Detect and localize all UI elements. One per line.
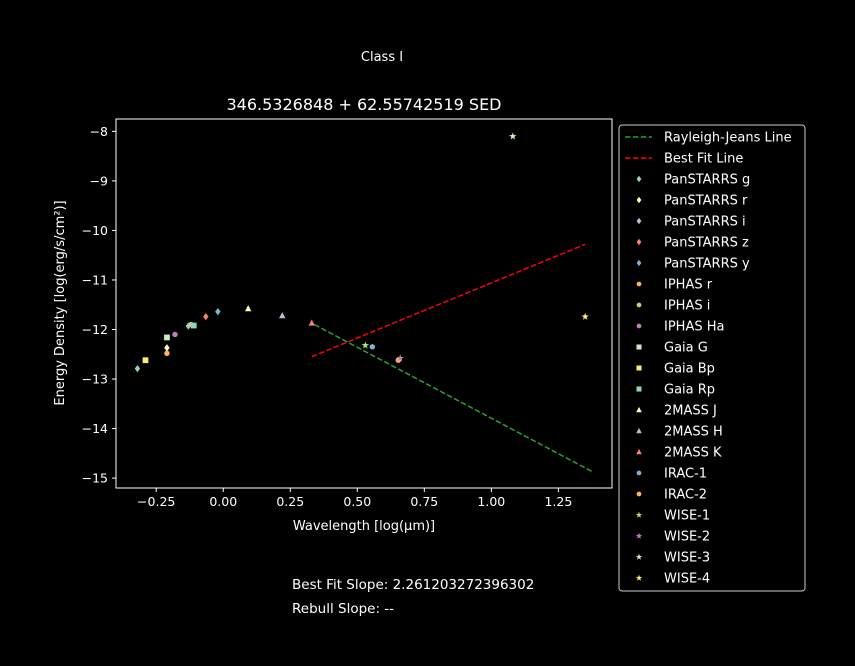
x-tick-label: 0.00 xyxy=(209,494,237,509)
x-tick-label: 1.00 xyxy=(477,494,505,509)
panstarrs-r-point xyxy=(164,344,170,352)
x-tick-label: 0.75 xyxy=(410,494,438,509)
y-tick-label: −8 xyxy=(90,124,108,139)
x-tick-label: −0.25 xyxy=(137,494,175,509)
best-fit-line xyxy=(311,243,586,358)
legend-label-2mass-h: 2MASS H xyxy=(664,425,723,440)
legend-label-wise-3: WISE-3 xyxy=(664,551,710,566)
legend-swatch-panstarrs-i xyxy=(636,217,642,225)
legend-label-irac-1: IRAC-1 xyxy=(664,467,707,482)
legend-label-wise-4: WISE-4 xyxy=(664,572,710,587)
legend-label-gaia-g: Gaia G xyxy=(664,341,708,356)
plot-frame xyxy=(115,118,613,489)
chart-title: 346.5326848 + 62.55742519 SED xyxy=(226,95,501,114)
legend-swatch-panstarrs-z xyxy=(636,238,642,246)
legend-label-wise-2: WISE-2 xyxy=(664,530,710,545)
legend-label-best-fit-line: Best Fit Line xyxy=(664,152,743,167)
legend-label-panstarrs-g: PanSTARRS g xyxy=(664,173,750,188)
2mass-h-point xyxy=(279,312,286,319)
legend-swatch-panstarrs-g xyxy=(636,175,642,183)
plot-area: −0.25 0.00 0.25 0.50 0.75 1.00 1.25 −8 −9 −10 −11 −… xyxy=(82,118,613,509)
legend-swatch-wise-1 xyxy=(635,511,643,518)
gaia-rp-point xyxy=(190,322,197,329)
legend-label-2mass-j: 2MASS J xyxy=(664,404,717,419)
y-tick-label: −13 xyxy=(82,372,108,387)
figure-suptitle: Class I xyxy=(361,50,403,65)
legend-swatch-irac-2 xyxy=(636,491,642,497)
best-fit-slope-text: Best Fit Slope: 2.261203272396302 xyxy=(292,577,534,593)
legend-swatch-irac-1 xyxy=(636,470,642,476)
y-axis-label: Energy Density [log(erg/s/cm²)] xyxy=(53,200,68,405)
legend-label-gaia-rp: Gaia Rp xyxy=(664,383,715,398)
legend-label-rayleigh-jeans-line: Rayleigh-Jeans Line xyxy=(664,131,792,146)
gaia-g-point xyxy=(164,334,170,341)
x-tick-label: 0.25 xyxy=(276,494,304,509)
legend-label-iphas-ha: IPHAS Ha xyxy=(664,320,724,335)
legend-swatch-2mass-j xyxy=(636,406,642,413)
legend-swatch-2mass-k xyxy=(636,448,642,455)
y-tick-label: −9 xyxy=(90,173,108,188)
2mass-k-point xyxy=(308,319,315,326)
legend-label-panstarrs-z: PanSTARRS z xyxy=(664,236,749,251)
legend-swatch-iphas-ha xyxy=(636,323,642,329)
legend-label-panstarrs-i: PanSTARRS i xyxy=(664,215,746,230)
legend-swatch-panstarrs-r xyxy=(636,196,642,204)
legend-label-2mass-k: 2MASS K xyxy=(664,446,722,461)
legend-swatch-wise-3 xyxy=(635,553,643,560)
rayleigh-jeans-line xyxy=(314,323,594,473)
2mass-j-point xyxy=(244,305,252,312)
wise-1-point xyxy=(361,341,369,349)
legend-label-wise-1: WISE-1 xyxy=(664,509,710,524)
gaia-bp-point xyxy=(142,357,149,364)
legend-label-panstarrs-y: PanSTARRS y xyxy=(664,257,750,272)
legend-swatch-2mass-h xyxy=(636,427,642,434)
y-tick-label: −14 xyxy=(82,421,108,436)
legend-label-iphas-r: IPHAS r xyxy=(664,278,713,293)
wise-4-point xyxy=(581,312,589,320)
legend-swatch-iphas-i xyxy=(636,302,642,308)
legend-frame xyxy=(618,124,806,592)
panstarrs-g-point xyxy=(134,364,141,373)
x-tick-label: 1.25 xyxy=(544,494,572,509)
y-tick-label: −15 xyxy=(82,471,108,486)
legend-swatch-gaia-rp xyxy=(636,386,642,392)
legend-label-gaia-bp: Gaia Bp xyxy=(664,362,715,377)
legend-label-iphas-i: IPHAS i xyxy=(664,299,710,314)
y-tick-label: −11 xyxy=(82,272,108,287)
legend-swatch-wise-4 xyxy=(635,574,643,581)
legend-swatch-gaia-g xyxy=(636,344,642,350)
legend-swatch-panstarrs-y xyxy=(636,259,642,267)
panstarrs-i-point xyxy=(185,322,192,330)
legend-label-panstarrs-r: PanSTARRS r xyxy=(664,194,748,209)
y-tick-label: −10 xyxy=(82,223,108,238)
legend-swatch-iphas-r xyxy=(636,281,642,287)
y-tick-label: −12 xyxy=(82,322,108,337)
panstarrs-y-point xyxy=(215,307,221,316)
x-tick-label: 0.50 xyxy=(343,494,371,509)
x-axis-label: Wavelength [log(μm)] xyxy=(293,519,435,534)
wise-3-point xyxy=(509,132,517,140)
legend-label-irac-2: IRAC-2 xyxy=(664,488,707,503)
iphas-ha-point xyxy=(172,331,178,338)
wise-2-point xyxy=(396,354,404,362)
irac-1-point xyxy=(369,344,376,350)
iphas-r-point xyxy=(164,350,170,356)
legend-swatch-wise-2 xyxy=(635,532,643,539)
rebull-slope-text: Rebull Slope: -- xyxy=(292,601,394,617)
legend-swatch-gaia-bp xyxy=(636,365,642,371)
chart-legend: Rayleigh-Jeans Line Best Fit Line PanSTARR… xyxy=(618,124,806,592)
panstarrs-z-point xyxy=(203,312,209,321)
